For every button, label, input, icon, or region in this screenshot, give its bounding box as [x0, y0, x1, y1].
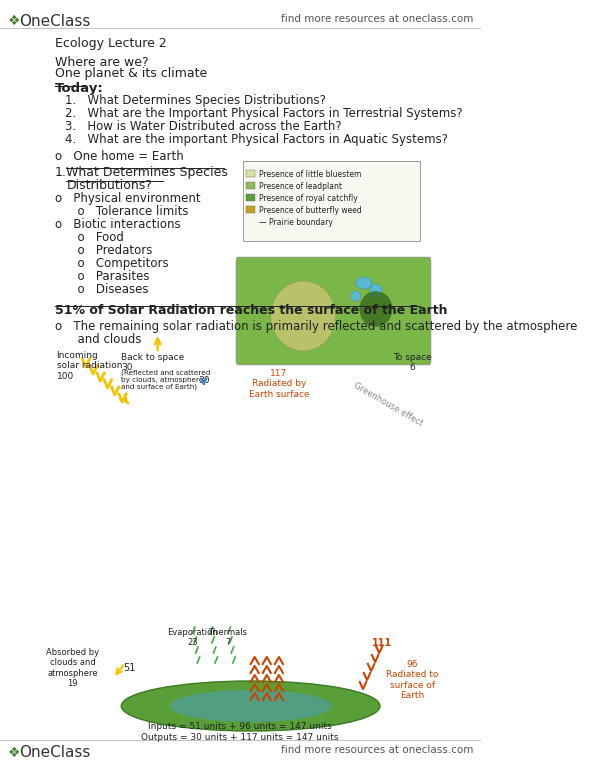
Text: 111: 111: [371, 638, 392, 648]
Text: Presence of leadplant: Presence of leadplant: [259, 182, 342, 191]
Ellipse shape: [360, 292, 392, 326]
Text: Ecology Lecture 2: Ecology Lecture 2: [55, 37, 167, 50]
Text: Where are we?: Where are we?: [55, 56, 149, 69]
Text: 117
Radiated by
Earth surface: 117 Radiated by Earth surface: [249, 369, 309, 399]
Ellipse shape: [351, 291, 361, 301]
Text: o   Tolerance limits: o Tolerance limits: [55, 205, 189, 218]
Text: 1.   What Determines Species Distributions?: 1. What Determines Species Distributions…: [65, 94, 325, 107]
Text: o   Parasites: o Parasites: [55, 270, 149, 283]
Text: Presence of little bluestem: Presence of little bluestem: [259, 170, 361, 179]
Text: o   The remaining solar radiation is primarily reflected and scattered by the at: o The remaining solar radiation is prima…: [55, 320, 577, 333]
Text: 4.   What are the important Physical Factors in Aquatic Systems?: 4. What are the important Physical Facto…: [65, 133, 447, 146]
Text: o   Food: o Food: [55, 231, 124, 244]
Bar: [246, 194, 255, 201]
Text: To space
6: To space 6: [393, 353, 432, 373]
FancyBboxPatch shape: [243, 161, 421, 241]
Text: Presence of royal catchfly: Presence of royal catchfly: [259, 194, 358, 203]
Text: OneClass: OneClass: [20, 745, 91, 760]
Text: o   Predators: o Predators: [55, 244, 152, 257]
Text: o   One home = Earth: o One home = Earth: [55, 150, 184, 163]
Text: find more resources at oneclass.com: find more resources at oneclass.com: [281, 745, 473, 755]
Text: ❖: ❖: [8, 14, 21, 28]
Text: — Prairie boundary: — Prairie boundary: [259, 218, 333, 227]
Text: Back to space
30: Back to space 30: [121, 353, 184, 373]
Text: and clouds: and clouds: [55, 333, 142, 346]
Text: Outputs = 30 units + 117 units = 147 units: Outputs = 30 units + 117 units = 147 uni…: [142, 733, 339, 742]
Text: find more resources at oneclass.com: find more resources at oneclass.com: [281, 14, 473, 24]
Text: o   Diseases: o Diseases: [55, 283, 149, 296]
Text: 3.   How is Water Distributed across the Earth?: 3. How is Water Distributed across the E…: [65, 120, 342, 133]
Text: One planet & its climate: One planet & its climate: [55, 67, 207, 80]
Text: Today:: Today:: [55, 82, 104, 95]
Ellipse shape: [170, 690, 331, 722]
Text: Incoming
solar radiation
100: Incoming solar radiation 100: [57, 351, 122, 381]
Ellipse shape: [121, 681, 380, 731]
Text: 2.   What are the Important Physical Factors in Terrestrial Systems?: 2. What are the Important Physical Facto…: [65, 107, 462, 120]
Text: Evaporation
23: Evaporation 23: [167, 628, 218, 648]
Text: o   Biotic interactions: o Biotic interactions: [55, 218, 181, 231]
Text: Greenhouse effect: Greenhouse effect: [352, 381, 424, 428]
Text: ❖: ❖: [8, 746, 21, 760]
Text: (Reflected and scattered
by clouds, atmosphere,
and surface of Earth): (Reflected and scattered by clouds, atmo…: [121, 369, 211, 390]
Text: OneClass: OneClass: [20, 14, 91, 29]
FancyBboxPatch shape: [236, 257, 431, 365]
Text: Thermals
7: Thermals 7: [208, 628, 248, 648]
Text: 30: 30: [198, 376, 209, 385]
Text: 96
Radiated to
surface of
Earth: 96 Radiated to surface of Earth: [386, 660, 439, 700]
Text: Distributions?: Distributions?: [66, 179, 152, 192]
Text: What Determines Species: What Determines Species: [66, 166, 228, 179]
Ellipse shape: [356, 277, 372, 289]
Text: o   Physical environment: o Physical environment: [55, 192, 201, 205]
Ellipse shape: [370, 284, 382, 298]
Bar: [246, 182, 255, 189]
Text: Presence of butterfly weed: Presence of butterfly weed: [259, 206, 362, 215]
Text: 51% of Solar Radiation reaches the surface of the Earth: 51% of Solar Radiation reaches the surfa…: [55, 304, 447, 317]
Ellipse shape: [271, 281, 336, 351]
Bar: [246, 206, 255, 213]
Text: 51: 51: [123, 663, 136, 673]
Bar: [246, 170, 255, 177]
Text: Inputs = 51 units + 96 units = 147 units: Inputs = 51 units + 96 units = 147 units: [148, 722, 332, 731]
Text: 1.: 1.: [55, 166, 67, 179]
Text: Absorbed by
clouds and
atmosphere
19: Absorbed by clouds and atmosphere 19: [46, 648, 99, 688]
Text: o   Competitors: o Competitors: [55, 257, 168, 270]
